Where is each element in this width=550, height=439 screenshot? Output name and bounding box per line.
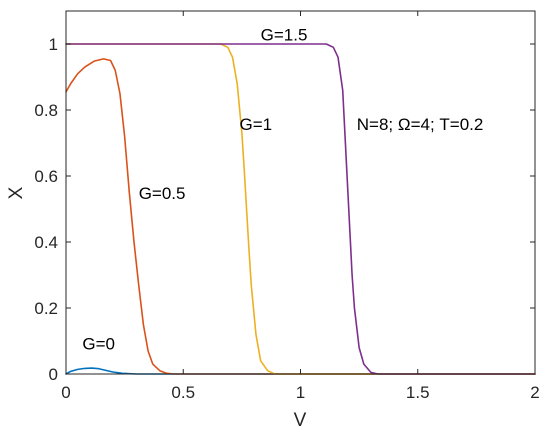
series-line-2	[65, 43, 536, 375]
x-axis-title: V	[294, 410, 307, 431]
x-tick-label: 0	[61, 383, 70, 402]
y-tick-label: 0.6	[34, 167, 58, 186]
annotation-3: G=1.5	[261, 26, 308, 45]
annotation-1: G=0.5	[139, 184, 186, 203]
y-tick-label: 0.4	[34, 233, 58, 252]
x-tick-label: 1.5	[406, 383, 430, 402]
x-tick-label: 2	[530, 383, 539, 402]
annotation-4: N=8; Ω=4; T=0.2	[357, 115, 484, 134]
plot-area	[66, 11, 535, 374]
x-axis-ticks: 0 0.5 1 1.5 2	[61, 11, 540, 402]
y-axis-ticks: 0 0.2 0.4 0.6 0.8 1	[34, 35, 535, 384]
x-tick-label: 1	[296, 383, 305, 402]
annotations: G=0 G=0.5 G=1 G=1.5 N=8; Ω=4; T=0.2	[82, 26, 483, 354]
y-tick-label: 1	[49, 35, 58, 54]
y-axis-title: X	[6, 186, 27, 199]
y-tick-label: 0.8	[34, 101, 58, 120]
series-line-1	[65, 58, 536, 375]
y-tick-label: 0	[49, 365, 58, 384]
annotation-0: G=0	[82, 334, 115, 353]
y-tick-label: 0.2	[34, 299, 58, 318]
series-line-3	[65, 43, 536, 375]
x-tick-label: 0.5	[171, 383, 195, 402]
annotation-2: G=1	[240, 115, 273, 134]
